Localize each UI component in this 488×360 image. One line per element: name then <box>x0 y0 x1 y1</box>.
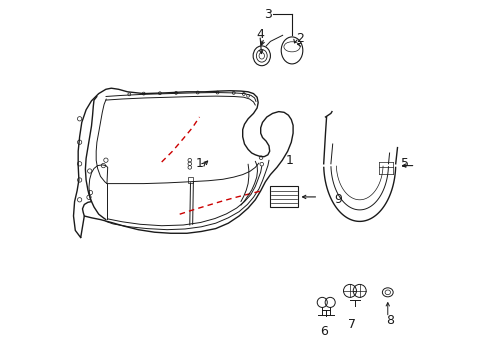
Text: 9: 9 <box>333 193 341 206</box>
Text: 2: 2 <box>296 32 304 45</box>
Text: 6: 6 <box>319 325 327 338</box>
Bar <box>188 177 192 183</box>
Text: 3: 3 <box>264 8 271 21</box>
Text: 5: 5 <box>400 157 408 170</box>
Bar <box>269 186 298 207</box>
Text: 1: 1 <box>285 154 293 167</box>
Text: 4: 4 <box>256 28 264 41</box>
Text: 8: 8 <box>386 314 393 327</box>
Text: 7: 7 <box>348 318 356 330</box>
Text: 1: 1 <box>195 157 203 170</box>
